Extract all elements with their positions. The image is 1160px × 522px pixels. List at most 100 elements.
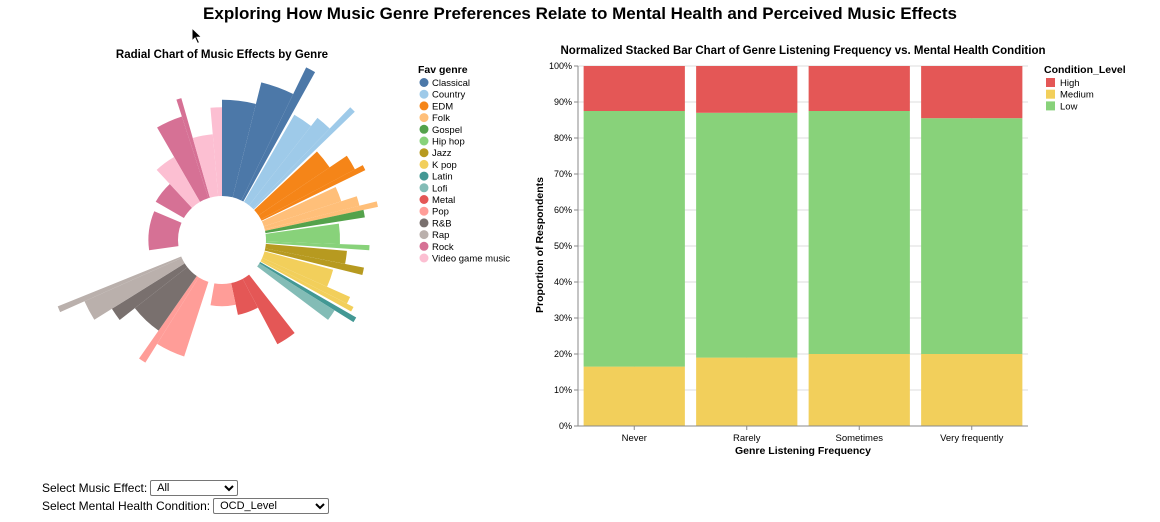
radial-wedge-7 <box>258 155 355 220</box>
x-axis-label: Genre Listening Frequency <box>735 445 871 457</box>
radial-wedge-6 <box>254 151 330 216</box>
y-tick-label: 70% <box>554 169 572 179</box>
controls-panel: Select Music Effect: All Select Mental H… <box>42 479 330 515</box>
y-tick-label: 0% <box>559 421 572 431</box>
bar-low-3 <box>921 118 1023 354</box>
legend-swatch <box>419 136 429 146</box>
radial-legend: Fav genre ClassicalCountryEDMFolkGospelH… <box>418 64 510 265</box>
legend-swatch <box>419 218 429 228</box>
legend-swatch <box>419 101 429 111</box>
radial-wedge-20 <box>259 262 357 323</box>
legend-swatch <box>419 78 429 87</box>
condition-control: Select Mental Health Condition: OCD_Leve… <box>42 497 330 514</box>
x-tick-label: Never <box>622 433 647 444</box>
legend-swatch <box>419 124 429 134</box>
legend-label: Rock <box>432 242 454 253</box>
bar-medium-3 <box>921 354 1023 426</box>
bar-low-1 <box>696 112 798 358</box>
y-tick-label: 60% <box>554 205 572 215</box>
condition-select[interactable]: OCD_Level <box>213 497 330 514</box>
radial-wedge-18 <box>261 257 351 304</box>
y-tick-label: 80% <box>554 133 572 143</box>
legend-label: Classical <box>432 78 470 89</box>
radial-wedge-28 <box>111 263 188 320</box>
radial-wedge-35 <box>156 157 200 208</box>
bar-high-2 <box>808 66 910 111</box>
bar-medium-2 <box>808 354 910 426</box>
legend-label: Latin <box>432 172 453 183</box>
bar-low-2 <box>808 111 910 354</box>
page-title: Exploring How Music Genre Preferences Re… <box>203 4 957 23</box>
radial-wedge-2 <box>241 67 316 202</box>
radial-wedges <box>57 67 378 363</box>
radial-wedge-0 <box>222 99 256 198</box>
y-tick-label: 100% <box>549 61 572 71</box>
bar-legend-swatch <box>1046 89 1055 99</box>
legend-swatch <box>419 195 429 204</box>
legend-swatch <box>419 253 429 263</box>
legend-label: Pop <box>432 207 449 218</box>
effect-select-label: Select Music Effect: <box>42 480 148 495</box>
legend-swatch <box>419 89 429 99</box>
y-axis-label: Proportion of Respondents <box>534 177 546 313</box>
legend-swatch <box>419 171 429 181</box>
radial-legend-title: Fav genre <box>418 64 468 76</box>
legend-label: EDM <box>432 101 453 112</box>
stacked-bar-chart: Normalized Stacked Bar Chart of Genre Li… <box>534 45 1126 457</box>
bar-segments <box>583 66 1023 426</box>
radial-wedge-27 <box>134 267 197 331</box>
radial-wedge-12 <box>265 209 365 234</box>
bar-legend-title: Condition_Level <box>1044 64 1126 76</box>
x-tick-label: Sometimes <box>835 433 883 444</box>
radial-wedge-3 <box>244 114 312 206</box>
radial-wedge-15 <box>265 243 347 264</box>
radial-wedge-4 <box>249 117 330 209</box>
radial-wedge-17 <box>262 251 334 287</box>
radial-chart: Radial Chart of Music Effects by Genre F… <box>57 49 510 363</box>
radial-wedge-34 <box>176 98 210 199</box>
radial-wedge-36 <box>192 134 219 198</box>
legend-label: Rap <box>432 230 449 241</box>
radial-wedge-22 <box>242 274 295 345</box>
bar-legend-swatch <box>1046 101 1055 111</box>
radial-wedge-29 <box>84 257 185 320</box>
legend-label: Lofi <box>432 183 447 194</box>
legend-label: Gospel <box>432 125 462 136</box>
effect-control: Select Music Effect: All <box>42 479 329 496</box>
x-tick-label: Very frequently <box>940 433 1004 444</box>
legend-swatch <box>419 206 429 216</box>
bar-axes: 0% 10% 20% 30% 40% 50% 60% 70% 80% 90% 100% Never Ra… <box>549 61 1028 444</box>
bar-legend-swatch <box>1046 78 1055 87</box>
y-tick-label: 90% <box>554 97 572 107</box>
condition-select-label: Select Mental Health Condition: <box>42 498 211 513</box>
radial-wedge-14 <box>265 241 370 251</box>
legend-label: Jazz <box>432 148 452 159</box>
radial-wedge-16 <box>264 248 364 275</box>
legend-label: K pop <box>432 160 457 171</box>
legend-label: Video game music <box>432 254 510 265</box>
bar-low-0 <box>583 111 685 367</box>
y-tick-label: 20% <box>554 349 572 359</box>
bar-legend-label: Low <box>1060 101 1078 112</box>
radial-wedge-32 <box>155 184 192 218</box>
legend-swatch <box>419 241 429 251</box>
bar-high-3 <box>921 66 1023 119</box>
radial-wedge-9 <box>261 187 342 227</box>
legend-label: Country <box>432 90 466 101</box>
radial-wedge-23 <box>231 278 258 315</box>
radial-wedge-19 <box>260 259 354 312</box>
radial-wedge-33 <box>157 116 209 202</box>
radial-wedge-11 <box>264 201 378 231</box>
radial-wedge-10 <box>263 196 360 230</box>
radial-wedge-8 <box>260 165 366 221</box>
legend-label: Hip hop <box>432 137 465 148</box>
legend-swatch <box>419 113 429 123</box>
legend-label: Metal <box>432 195 455 206</box>
y-tick-label: 10% <box>554 385 572 395</box>
effect-select[interactable]: All <box>150 479 239 496</box>
mouse-cursor-icon <box>191 27 203 45</box>
radial-wedge-24 <box>210 283 236 307</box>
y-tick-label: 40% <box>554 277 572 287</box>
radial-chart-title: Radial Chart of Music Effects by Genre <box>116 49 328 61</box>
